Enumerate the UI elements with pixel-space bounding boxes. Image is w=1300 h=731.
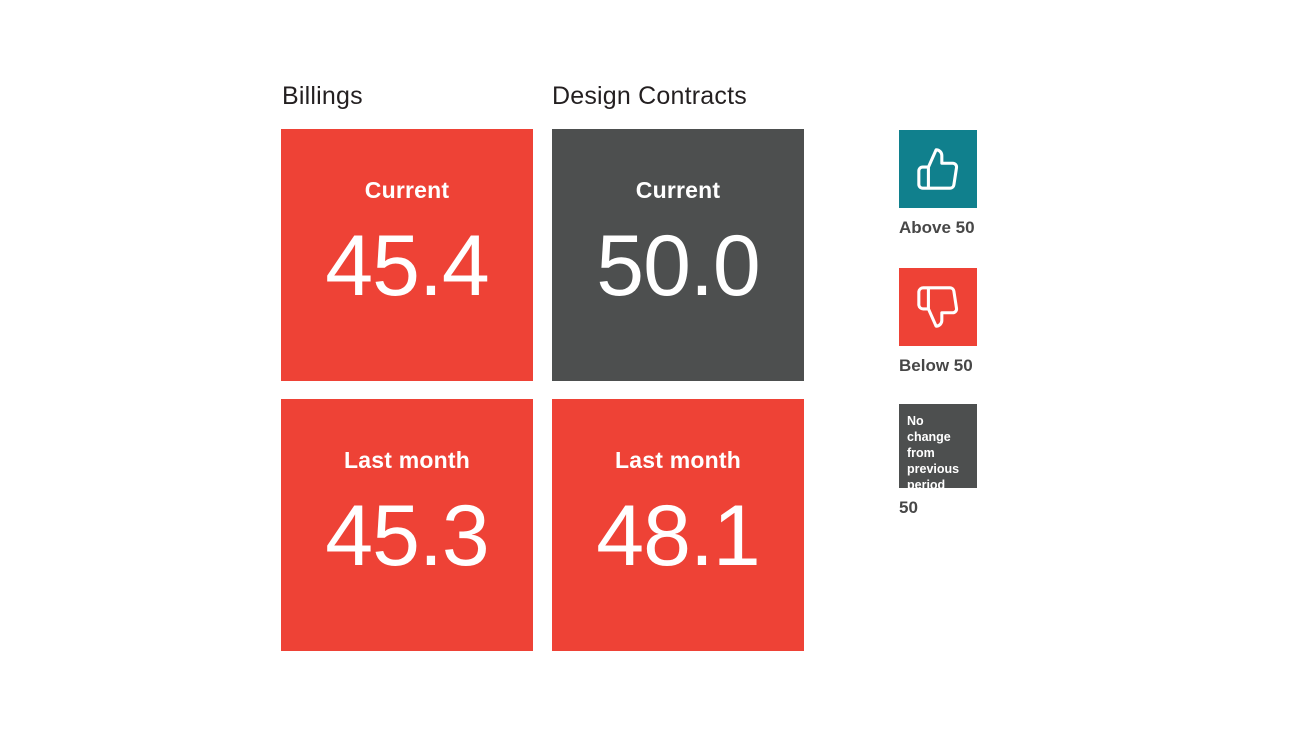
kpi-card-label: Last month — [344, 447, 470, 473]
kpi-card-value: 45.3 — [325, 488, 489, 584]
kpi-card-billings-current: Current 45.4 — [281, 129, 533, 381]
kpi-card-value: 48.1 — [596, 488, 760, 584]
kpi-card-design-contracts-last-month: Last month 48.1 — [552, 399, 804, 651]
legend-swatch-no-change: No change from previous period — [899, 404, 977, 492]
kpi-card-design-contracts-current: Current 50.0 — [552, 129, 804, 381]
column-title-billings: Billings — [282, 82, 363, 110]
thumbs-down-icon — [917, 286, 959, 328]
legend-label-50: 50 — [899, 498, 918, 517]
legend-label-above-50: Above 50 — [899, 218, 975, 237]
kpi-card-value: 45.4 — [325, 218, 489, 314]
kpi-card-value: 50.0 — [596, 218, 760, 314]
kpi-card-label: Current — [364, 177, 450, 203]
legend: Above 50 Below 50 No change from previou… — [899, 130, 977, 530]
legend-swatch-above-50 — [899, 130, 977, 208]
legend-swatch-text: No change from previous period — [907, 414, 960, 492]
kpi-card-billings-last-month: Last month 45.3 — [281, 399, 533, 651]
kpi-card-label: Current — [635, 177, 721, 203]
column-title-design-contracts: Design Contracts — [552, 82, 747, 110]
thumbs-up-icon — [917, 148, 959, 190]
legend-label-below-50: Below 50 — [899, 356, 973, 375]
kpi-card-label: Last month — [615, 447, 741, 473]
legend-swatch-below-50 — [899, 268, 977, 346]
